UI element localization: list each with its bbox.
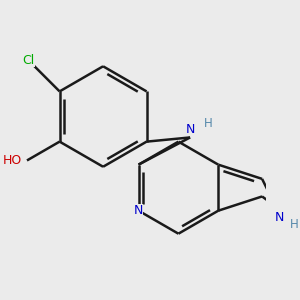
Text: N: N bbox=[275, 211, 284, 224]
Text: H: H bbox=[204, 117, 213, 130]
Text: N: N bbox=[134, 204, 143, 217]
Text: N: N bbox=[185, 123, 195, 136]
Text: Cl: Cl bbox=[23, 54, 35, 67]
Text: HO: HO bbox=[3, 154, 22, 167]
Text: H: H bbox=[290, 218, 298, 231]
